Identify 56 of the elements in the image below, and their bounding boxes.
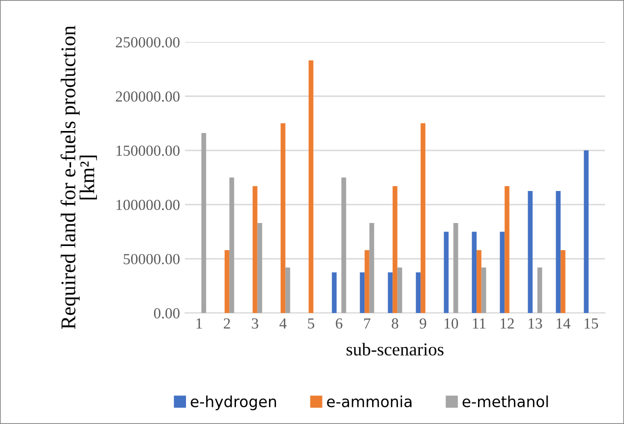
bar (397, 267, 402, 313)
bar (229, 178, 234, 313)
bar (481, 267, 486, 313)
bar (252, 186, 258, 313)
bar (388, 272, 393, 313)
x-tick-label: 5 (308, 318, 314, 329)
bar (332, 272, 337, 313)
bar (416, 272, 421, 313)
legend-label: e-methanol (462, 395, 548, 408)
bar (420, 123, 426, 313)
bar (308, 60, 314, 313)
x-tick-label: 3 (252, 318, 258, 329)
x-axis-title: sub-scenarios (346, 342, 444, 356)
y-tick-label: 0.00 (154, 308, 180, 319)
bar (444, 232, 449, 313)
bar (360, 272, 365, 313)
y-tick-label: 50000.00 (124, 254, 180, 264)
bar (392, 186, 398, 313)
x-tick-label: 4 (279, 318, 287, 328)
bar (369, 223, 374, 313)
x-tick-label: 8 (392, 318, 398, 329)
bar (500, 232, 505, 313)
bar (280, 123, 286, 313)
x-tick-label: 15 (584, 318, 598, 329)
x-tick-label: 7 (364, 318, 370, 328)
x-tick-label: 10 (444, 318, 458, 329)
bar (224, 250, 230, 313)
y-tick-label: 200000.00 (116, 91, 180, 102)
bar (528, 191, 533, 313)
bar (257, 223, 262, 313)
x-tick-label: 13 (528, 318, 542, 329)
bar (453, 223, 458, 313)
bar (201, 133, 206, 313)
x-tick-label: 11 (472, 318, 486, 328)
x-tick-label: 12 (500, 318, 514, 328)
y-axis-title: Required land for e-fuels production [km²] (60, 26, 97, 330)
bar (560, 250, 566, 313)
x-tick-label: 14 (556, 318, 570, 328)
bar (476, 250, 482, 313)
x-tick-label: 6 (336, 318, 342, 329)
bar (364, 250, 370, 313)
bar (285, 267, 290, 313)
x-tick-label: 1 (196, 318, 202, 328)
y-tick-label: 250000.00 (116, 37, 180, 48)
bar (341, 178, 346, 313)
x-tick-label: 2 (224, 318, 230, 328)
bar (504, 186, 510, 313)
bar (584, 150, 589, 313)
legend-label: e-ammonia (327, 395, 412, 408)
bar (556, 191, 561, 313)
y-tick-label: 150000.00 (116, 146, 180, 156)
legend-label: e-hydrogen (190, 395, 276, 410)
bar (537, 267, 542, 313)
bar (472, 232, 477, 313)
x-tick-label: 9 (420, 318, 426, 329)
y-tick-label: 100000.00 (116, 200, 180, 210)
